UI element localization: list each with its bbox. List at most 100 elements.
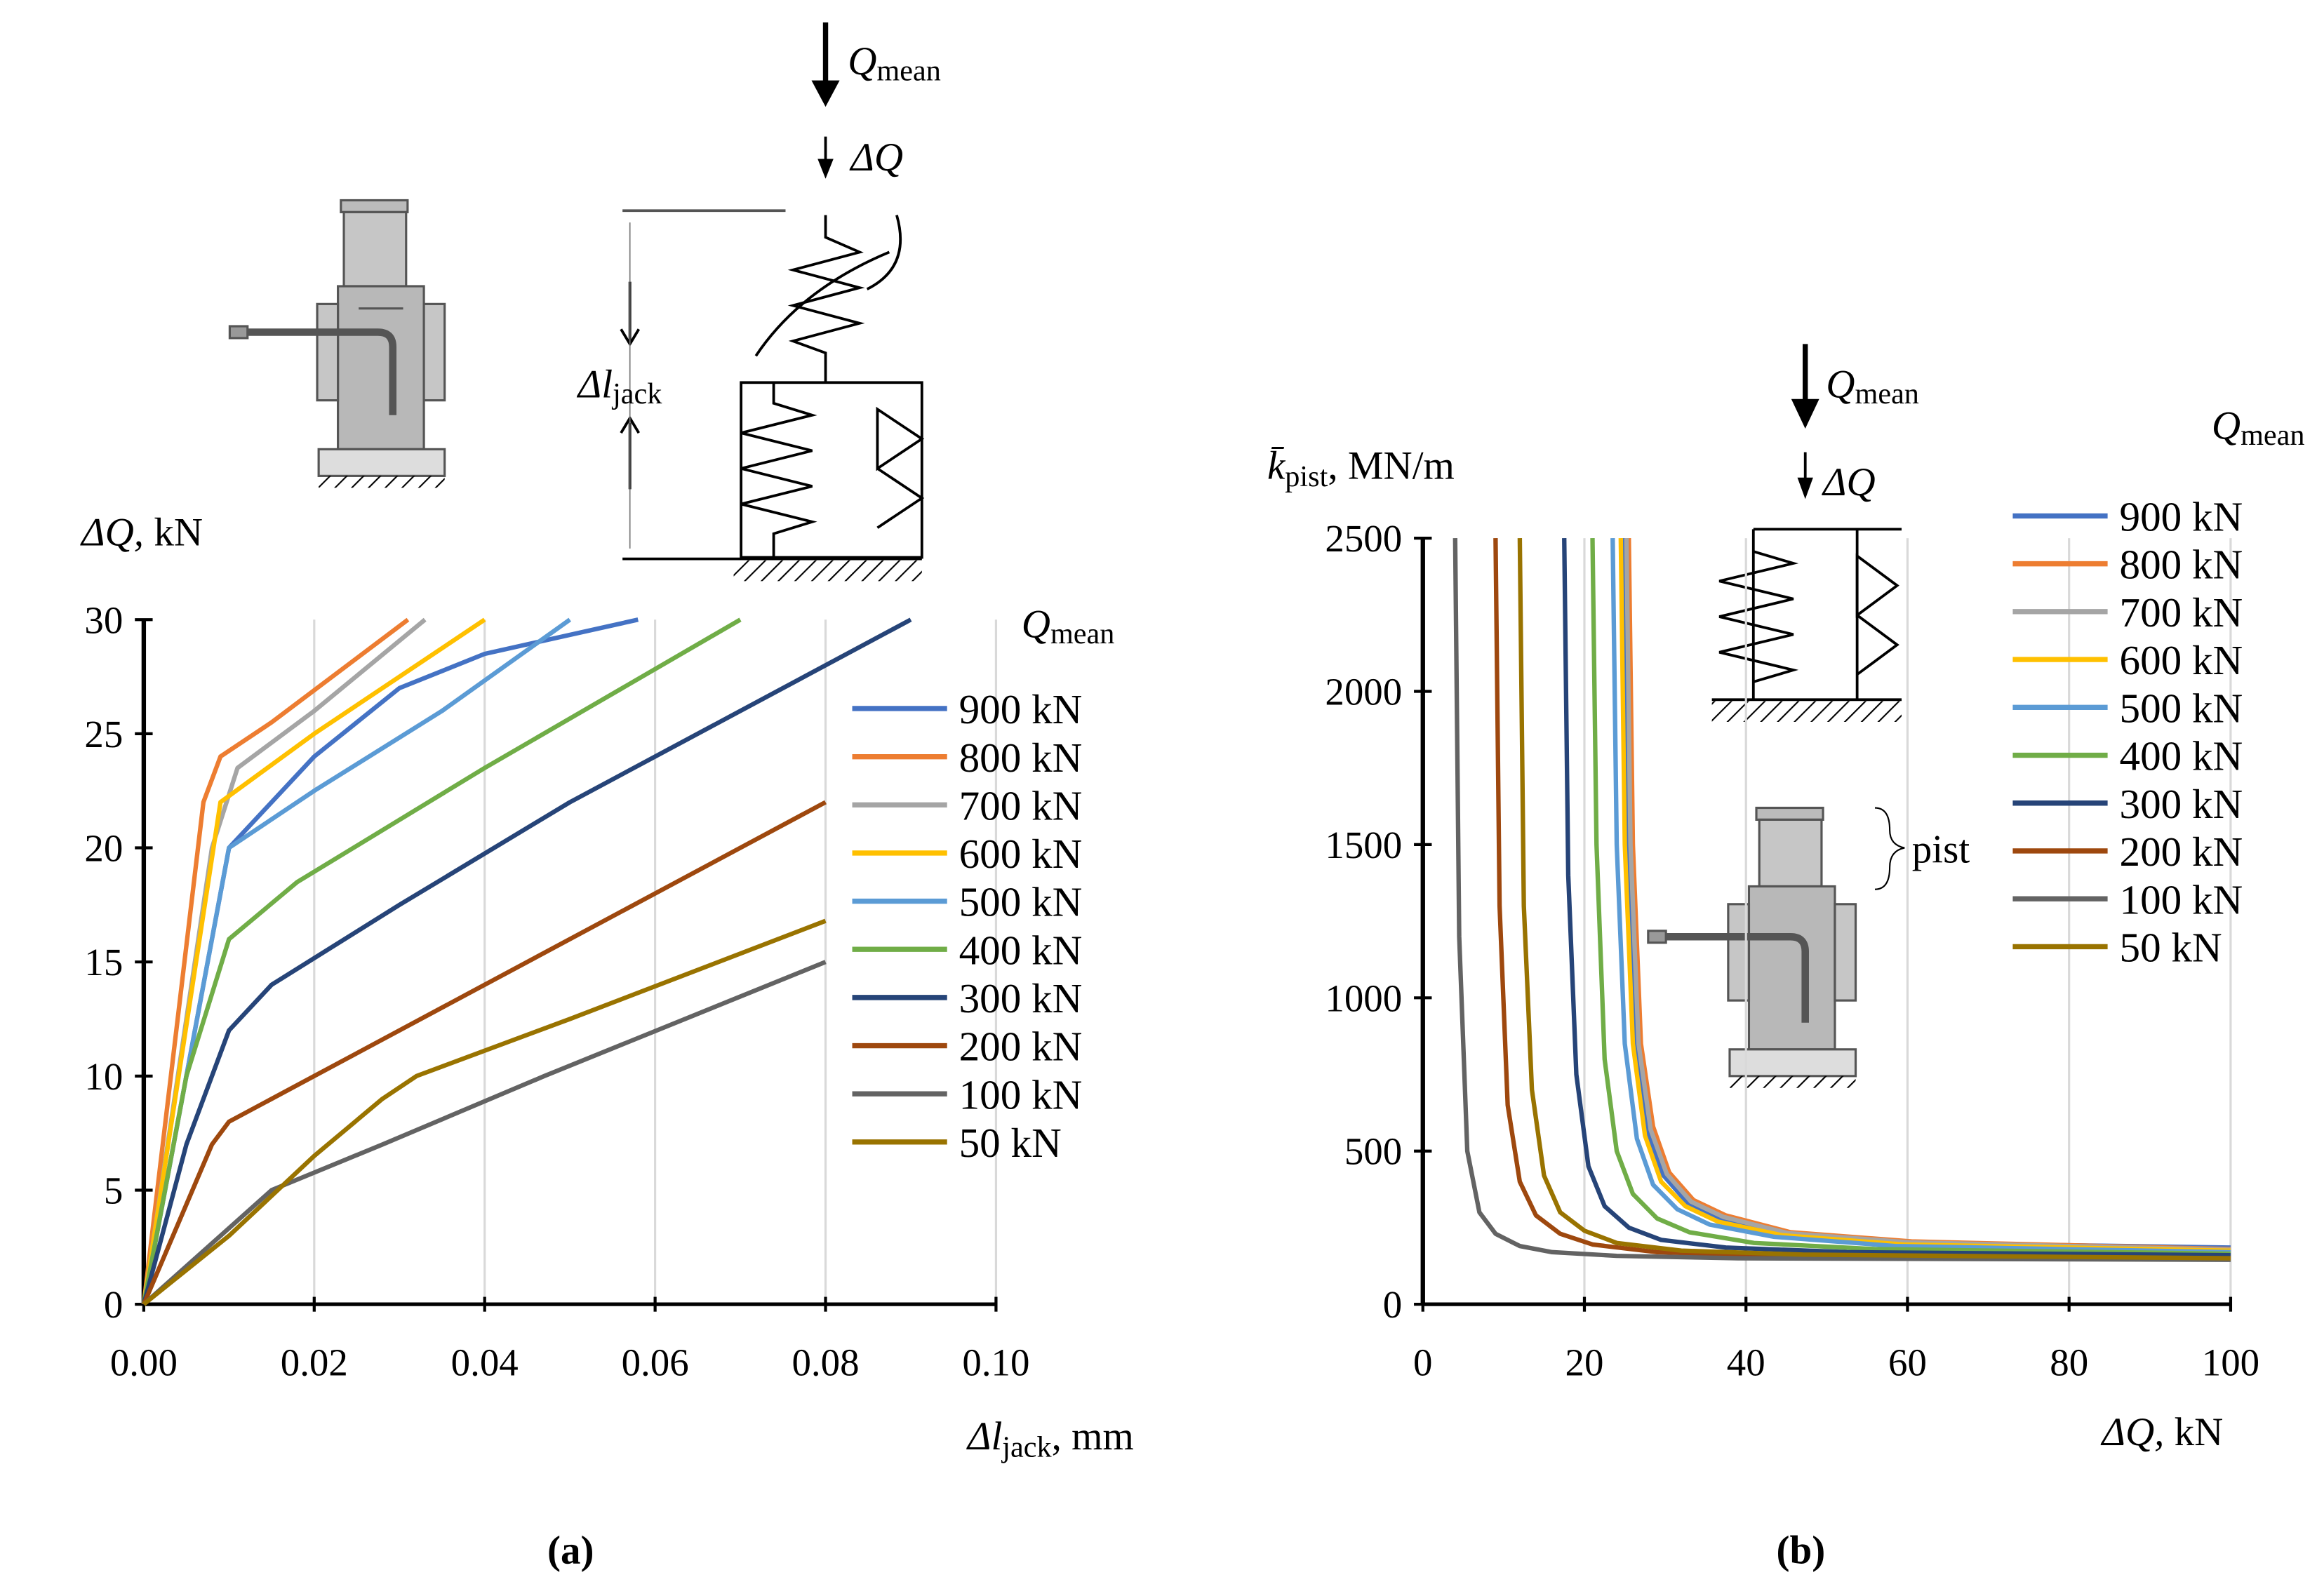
annotation-main: pist (1912, 828, 1970, 872)
x-tick-label: 0.04 (451, 1341, 519, 1384)
y-tick-label: 25 (84, 713, 123, 756)
y-tick-label: 500 (1344, 1130, 1402, 1173)
legend-label: 300 kN (2120, 781, 2243, 827)
label-sub: jack (1001, 1431, 1052, 1464)
legend-label: 700 kN (959, 782, 1083, 829)
legend-label: 100 kN (2120, 876, 2243, 923)
legend-label: 400 kN (959, 927, 1083, 973)
x-tick-label: 0.06 (622, 1341, 689, 1384)
series-line (1562, 538, 2231, 1258)
annotation-main: Δl (577, 362, 613, 406)
panel-label: (a) (547, 1529, 594, 1573)
legend-label: 100 kN (959, 1071, 1083, 1118)
legend-label: 500 kN (959, 879, 1083, 925)
y-tick-label: 0 (1383, 1283, 1402, 1326)
annotation: Δljack (577, 362, 663, 410)
legend-label: 200 kN (959, 1024, 1083, 1070)
y-axis-label: ΔQ, kN (80, 511, 203, 555)
legend-title-main: Q (1022, 603, 1050, 647)
x-tick-label: 0.02 (281, 1341, 348, 1384)
legend-label: 900 kN (959, 686, 1083, 732)
label-main: k̄ (1267, 444, 1286, 488)
annotation-main: Q (848, 39, 876, 83)
panel-label: (b) (1777, 1529, 1826, 1573)
legend-label: 600 kN (959, 831, 1083, 877)
x-tick-label: 0.08 (792, 1341, 859, 1384)
y-tick-label: 5 (104, 1169, 123, 1212)
annotation-main: Q (1826, 362, 1855, 406)
y-tick-label: 10 (84, 1055, 123, 1098)
series-line (1452, 538, 2231, 1262)
x-tick-label: 0.00 (110, 1341, 178, 1384)
jack-icon-b (1647, 806, 1857, 1088)
x-tick-label: 40 (1727, 1341, 1765, 1384)
legend-title: Qmean (2212, 404, 2305, 452)
y-tick-label: 1500 (1325, 824, 1402, 866)
legend-label: 300 kN (959, 975, 1083, 1021)
legend-title-sub: mean (2240, 419, 2304, 452)
annotation: ΔQ (1822, 460, 1876, 504)
annotation-main: ΔQ (849, 135, 903, 180)
annotation: pist (1912, 828, 1970, 872)
legend-label: 600 kN (2120, 637, 2243, 683)
label-main: ΔQ, (80, 511, 144, 555)
x-tick-label: 0 (1413, 1341, 1432, 1384)
series-line (142, 918, 827, 1306)
x-tick-label: 60 (1888, 1341, 1927, 1384)
x-axis-label: ΔQ, kN (2101, 1410, 2224, 1454)
y-tick-label: 1000 (1325, 977, 1402, 1019)
x-tick-label: 80 (2050, 1341, 2088, 1384)
annotation-sub: jack (611, 377, 662, 410)
x-tick-label: 20 (1565, 1341, 1604, 1384)
legend-label: 500 kN (2120, 685, 2243, 731)
annotation-sub: mean (876, 54, 940, 87)
label-rest: , MN/m (1328, 444, 1455, 488)
legend-title: Qmean (1022, 603, 1115, 650)
series-line (1624, 538, 2231, 1252)
y-axis-label: k̄pist, MN/m (1267, 444, 1455, 494)
annotation-main: ΔQ (1822, 460, 1876, 504)
y-tick-label: 2000 (1325, 670, 1402, 713)
legend-label: 800 kN (2120, 542, 2243, 588)
annotation-sub: mean (1855, 377, 1918, 410)
legend-label: 800 kN (959, 735, 1083, 781)
series-line (141, 617, 571, 1305)
series-line (1590, 538, 2231, 1256)
label-sub: pist (1285, 460, 1328, 493)
series-line (141, 617, 486, 1305)
label-rest: kN (144, 511, 203, 555)
spring-damper-a (620, 22, 925, 582)
x-tick-label: 0.10 (962, 1341, 1029, 1384)
legend-title-sub: mean (1050, 617, 1114, 650)
legend-label: 50 kN (959, 1120, 1062, 1166)
label-main: Δl (966, 1414, 1002, 1459)
series-line (1517, 538, 2231, 1261)
series-line (141, 800, 827, 1306)
legend-title-main: Q (2212, 404, 2240, 448)
y-tick-label: 15 (84, 941, 123, 984)
series-line (141, 617, 742, 1305)
x-axis-label: Δljack, mm (966, 1414, 1134, 1464)
y-tick-label: 2500 (1325, 517, 1402, 560)
y-tick-label: 30 (84, 598, 123, 641)
legend-label: 50 kN (2120, 925, 2222, 971)
legend-label: 200 kN (2120, 829, 2243, 875)
series-line (141, 617, 410, 1305)
series-line (141, 617, 912, 1305)
legend-label: 400 kN (2120, 733, 2243, 779)
x-tick-label: 100 (2202, 1341, 2259, 1384)
legend-label: 700 kN (2120, 589, 2243, 636)
annotation: Qmean (848, 39, 941, 87)
series-line (142, 960, 827, 1306)
jack-icon (228, 199, 446, 488)
label-rest: kN (2164, 1410, 2223, 1454)
annotation: ΔQ (849, 135, 903, 180)
label-main: ΔQ, (2101, 1410, 2165, 1454)
label-rest: , mm (1052, 1414, 1134, 1459)
annotation: Qmean (1826, 362, 1919, 410)
legend-label: 900 kN (2120, 494, 2243, 540)
spring-damper-b (1711, 344, 1905, 890)
y-tick-label: 0 (104, 1283, 123, 1326)
y-tick-label: 20 (84, 827, 123, 870)
